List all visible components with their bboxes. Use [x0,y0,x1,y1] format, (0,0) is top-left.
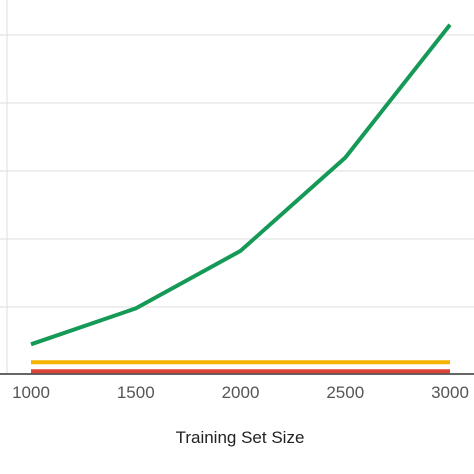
series-line-1 [30,23,452,347]
x-tick-label: 1500 [117,383,155,402]
x-axis-title: Training Set Size [176,428,305,447]
x-tick-label: 3000 [431,383,469,402]
gridlines [0,0,474,373]
x-tick-labels: 1000 1500 2000 2500 3000 [12,383,469,402]
x-tick-label: 2500 [326,383,364,402]
x-tick-label: 1000 [12,383,50,402]
series-layer [30,23,452,374]
x-tick-label: 2000 [222,383,260,402]
